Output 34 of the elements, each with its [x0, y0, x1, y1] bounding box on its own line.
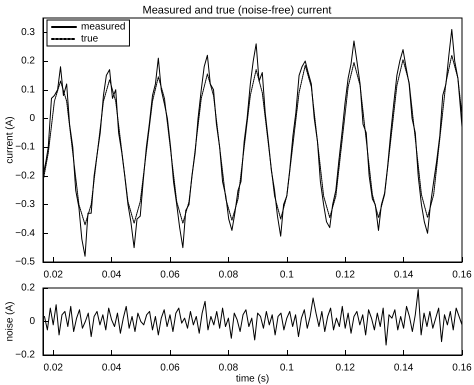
- x-tick-label: 0.16: [452, 270, 472, 280]
- x-tick-label: 0.08: [218, 270, 239, 280]
- x-tick-label: 0.02: [43, 270, 64, 280]
- y-tick-label: 0.2: [21, 56, 36, 67]
- x-tick-label: 0.1: [280, 270, 294, 280]
- y-axis-title: current (A): [4, 116, 16, 164]
- y-axis-title: noise (A): [4, 301, 16, 342]
- x-tick-label: 0.14: [394, 362, 414, 374]
- y-tick-label: −0.3: [15, 199, 36, 210]
- chart-title: Measured and true (noise-free) current: [142, 4, 332, 16]
- y-tick-label: 0.1: [21, 84, 36, 96]
- y-tick-label: 0.3: [21, 26, 36, 38]
- legend-label: true: [81, 34, 99, 44]
- x-tick-label: 0.06: [160, 362, 180, 374]
- x-tick-label: 0.12: [335, 362, 356, 374]
- x-tick-label: 0.14: [394, 270, 414, 280]
- x-axis-title: time (s): [236, 374, 270, 384]
- y-tick-label: 0: [29, 316, 36, 327]
- x-tick-label: 0.1: [280, 362, 294, 374]
- legend-label: measured: [81, 22, 126, 32]
- x-tick-label: 0.04: [102, 270, 122, 280]
- y-tick-label: −0.2: [15, 170, 36, 182]
- y-tick-label: −0.5: [15, 256, 36, 268]
- y-tick-label: 0: [29, 112, 36, 124]
- x-tick-label: 0.04: [102, 362, 122, 374]
- y-tick-label: −0.2: [15, 350, 36, 360]
- x-tick-label: 0.06: [160, 270, 180, 280]
- x-tick-label: 0.16: [452, 362, 472, 374]
- y-tick-label: −0.4: [15, 228, 36, 239]
- y-tick-label: 0.2: [21, 282, 36, 294]
- x-tick-label: 0.08: [218, 362, 239, 374]
- y-tick-label: −0.1: [15, 142, 36, 153]
- x-tick-label: 0.12: [335, 270, 356, 280]
- x-tick-label: 0.02: [43, 362, 64, 374]
